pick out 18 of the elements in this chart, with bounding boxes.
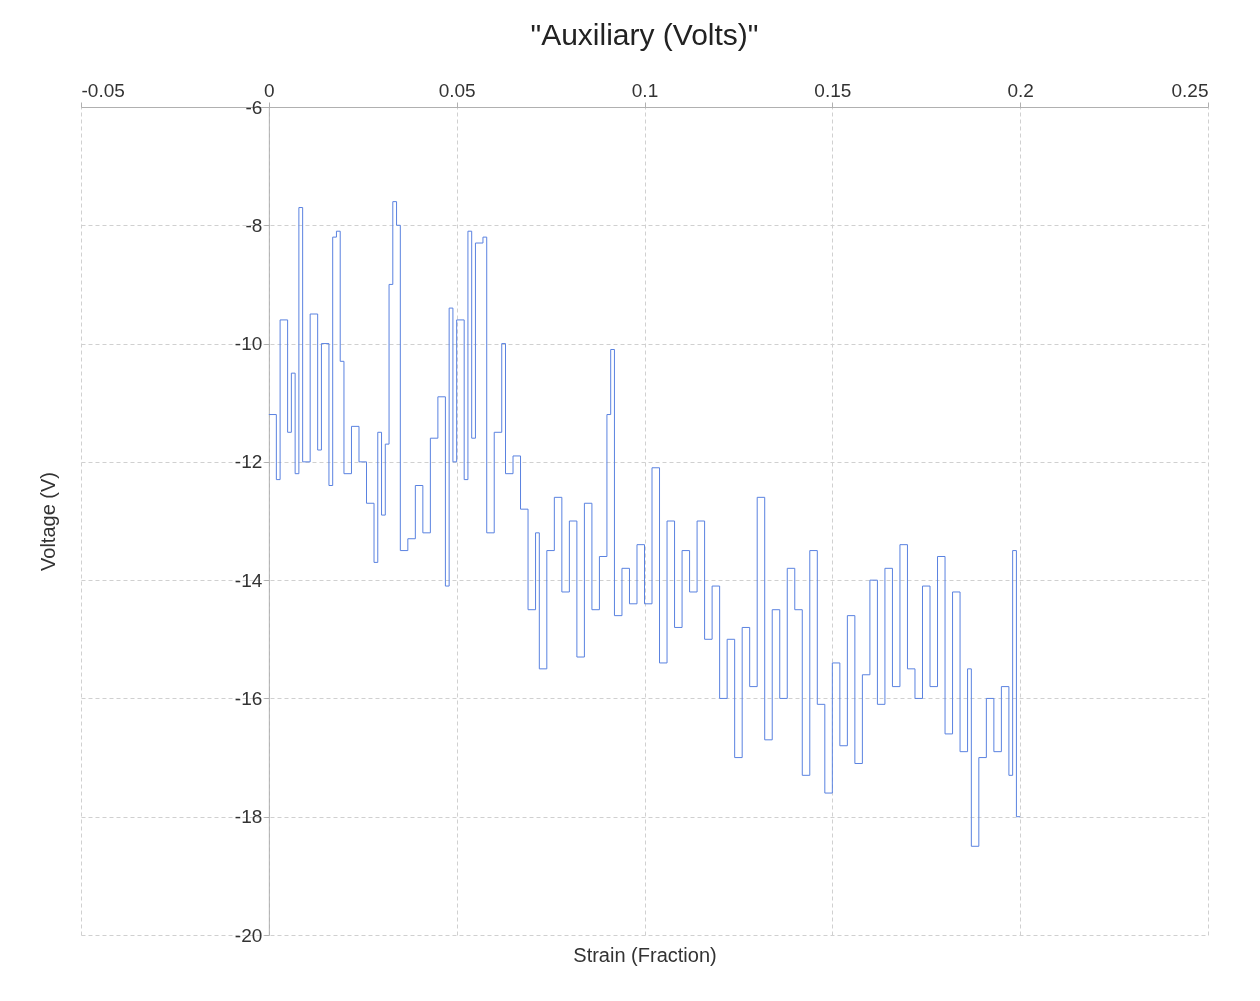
y-axis-title: Voltage (V) <box>37 472 60 571</box>
x-axis-title: Strain (Fraction) <box>573 943 717 966</box>
x-tick-label: 0 <box>264 79 275 101</box>
y-tick-label: -20 <box>234 924 263 946</box>
y-tick-label: -16 <box>234 687 263 709</box>
x-tick-label: 0.2 <box>1007 79 1034 101</box>
x-tick-label: 0.05 <box>438 79 476 101</box>
x-tick-label: 0.1 <box>631 79 659 101</box>
y-tick-label: -12 <box>234 451 263 473</box>
y-tick-label: -6 <box>245 96 263 118</box>
y-tick-label: -18 <box>234 806 263 828</box>
x-tick-label: 0.15 <box>814 79 852 101</box>
y-tick-label: -14 <box>234 569 263 591</box>
x-tick-label: -0.05 <box>81 79 125 101</box>
chart-title: "Auxiliary (Volts)" <box>530 18 759 51</box>
y-tick-label: -10 <box>234 333 263 355</box>
x-tick-label: 0.25 <box>1171 79 1209 101</box>
y-tick-label: -8 <box>245 214 263 236</box>
